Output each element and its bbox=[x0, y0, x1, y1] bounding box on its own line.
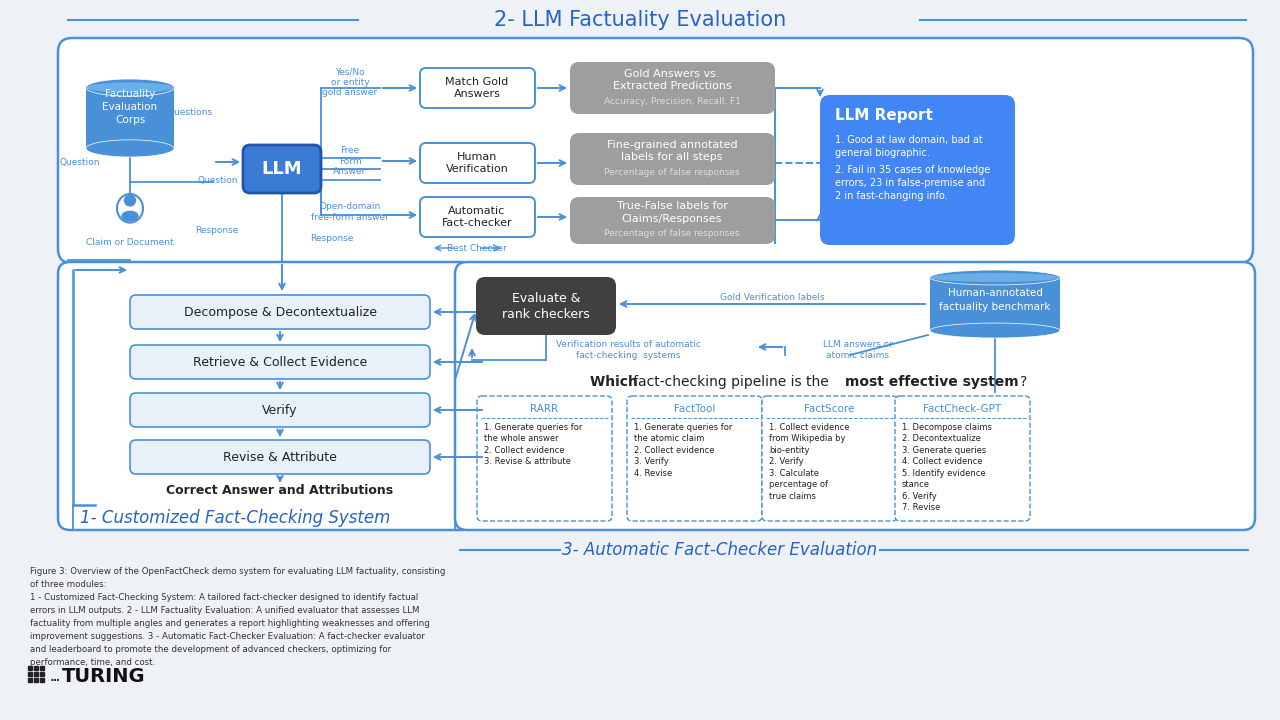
Text: Figure 3: Overview of the OpenFactCheck demo system for evaluating LLM factualit: Figure 3: Overview of the OpenFactCheck … bbox=[29, 567, 445, 576]
Text: Fine-grained annotated
labels for all steps: Fine-grained annotated labels for all st… bbox=[607, 140, 737, 162]
Text: Human
Verification: Human Verification bbox=[445, 152, 508, 174]
Ellipse shape bbox=[931, 273, 1060, 282]
Text: Question: Question bbox=[198, 176, 238, 184]
Text: Decompose & Decontextualize: Decompose & Decontextualize bbox=[183, 305, 376, 318]
Text: 2- LLM Factuality Evaluation: 2- LLM Factuality Evaluation bbox=[494, 10, 786, 30]
Ellipse shape bbox=[86, 79, 174, 96]
Text: 1. Good at law domain, bad at
general biographic.: 1. Good at law domain, bad at general bi… bbox=[835, 135, 983, 158]
Text: Verify: Verify bbox=[262, 403, 298, 416]
FancyBboxPatch shape bbox=[820, 95, 1015, 245]
Text: True-False labels for
Claims/Responses: True-False labels for Claims/Responses bbox=[617, 202, 727, 224]
FancyBboxPatch shape bbox=[420, 143, 535, 183]
Ellipse shape bbox=[123, 194, 137, 207]
Text: improvement suggestions. 3 - Automatic Fact-Checker Evaluation: A fact-checker e: improvement suggestions. 3 - Automatic F… bbox=[29, 632, 425, 641]
Text: Evaluate &
rank checkers: Evaluate & rank checkers bbox=[502, 292, 590, 320]
FancyBboxPatch shape bbox=[931, 277, 1060, 330]
Text: Best Checker: Best Checker bbox=[447, 243, 507, 253]
Text: 1- Customized Fact-Checking System: 1- Customized Fact-Checking System bbox=[79, 509, 390, 527]
FancyBboxPatch shape bbox=[131, 440, 430, 474]
FancyBboxPatch shape bbox=[58, 38, 1253, 263]
FancyBboxPatch shape bbox=[454, 262, 1254, 530]
Text: ⋯: ⋯ bbox=[50, 673, 59, 687]
FancyBboxPatch shape bbox=[570, 197, 774, 244]
Text: Gold Verification labels: Gold Verification labels bbox=[719, 292, 824, 302]
Ellipse shape bbox=[86, 82, 174, 93]
Text: LLM Report: LLM Report bbox=[835, 107, 933, 122]
Text: Gold Answers vs.
Extracted Predictions: Gold Answers vs. Extracted Predictions bbox=[613, 69, 731, 91]
Text: FactTool: FactTool bbox=[673, 404, 716, 414]
Text: 1. Generate queries for
the whole answer
2. Collect evidence
3. Revise & attribu: 1. Generate queries for the whole answer… bbox=[484, 423, 582, 467]
Text: 1. Collect evidence
from Wikipedia by
bio-entity
2. Verify
3. Calculate
percenta: 1. Collect evidence from Wikipedia by bi… bbox=[769, 423, 850, 500]
Text: fact-checking pipeline is the: fact-checking pipeline is the bbox=[634, 375, 833, 389]
FancyBboxPatch shape bbox=[131, 295, 430, 329]
Ellipse shape bbox=[120, 210, 140, 222]
FancyBboxPatch shape bbox=[570, 62, 774, 114]
Text: most effective system: most effective system bbox=[845, 375, 1019, 389]
Text: Match Gold
Answers: Match Gold Answers bbox=[445, 77, 508, 99]
FancyBboxPatch shape bbox=[243, 145, 321, 193]
Text: performance, time, and cost.: performance, time, and cost. bbox=[29, 658, 155, 667]
Text: Accuracy, Precision, Recall, F1: Accuracy, Precision, Recall, F1 bbox=[604, 96, 740, 106]
FancyBboxPatch shape bbox=[131, 393, 430, 427]
Text: Automatic
Fact-checker: Automatic Fact-checker bbox=[442, 206, 512, 228]
Text: Question: Question bbox=[59, 158, 100, 166]
Text: LLM: LLM bbox=[261, 160, 302, 178]
Text: Verification results of automatic
fact-checking  systems: Verification results of automatic fact-c… bbox=[556, 341, 700, 360]
FancyBboxPatch shape bbox=[131, 345, 430, 379]
FancyBboxPatch shape bbox=[420, 197, 535, 237]
FancyBboxPatch shape bbox=[476, 277, 616, 335]
Text: factuality from multiple angles and generates a report highlighting weaknesses a: factuality from multiple angles and gene… bbox=[29, 619, 430, 628]
Text: ?: ? bbox=[1020, 375, 1028, 389]
Text: Factuality
Evaluation
Corps: Factuality Evaluation Corps bbox=[102, 89, 157, 125]
Text: Percentage of false responses: Percentage of false responses bbox=[604, 229, 740, 238]
Text: FactScore: FactScore bbox=[804, 404, 855, 414]
Text: Percentage of false responses: Percentage of false responses bbox=[604, 168, 740, 176]
Text: Claim or Document: Claim or Document bbox=[86, 238, 174, 247]
Text: Response: Response bbox=[310, 233, 353, 243]
FancyBboxPatch shape bbox=[420, 68, 535, 108]
FancyBboxPatch shape bbox=[570, 133, 774, 185]
Text: Free
Form
Answer: Free Form Answer bbox=[333, 146, 366, 176]
Text: LLM answers or
atomic claims: LLM answers or atomic claims bbox=[823, 341, 893, 360]
Text: 1. Generate queries for
the atomic claim
2. Collect evidence
3. Verify
4. Revise: 1. Generate queries for the atomic claim… bbox=[634, 423, 732, 478]
Ellipse shape bbox=[931, 323, 1060, 338]
Text: 2. Fail in 35 cases of knowledge
errors, 23 in false-premise and
2 in fast-chang: 2. Fail in 35 cases of knowledge errors,… bbox=[835, 165, 991, 202]
Ellipse shape bbox=[86, 140, 174, 157]
Text: Correct Answer and Attributions: Correct Answer and Attributions bbox=[166, 484, 393, 497]
Text: Questions: Questions bbox=[168, 107, 214, 117]
Text: 1. Decompose claims
2. Decontextualize
3. Generate queries
4. Collect evidence
5: 1. Decompose claims 2. Decontextualize 3… bbox=[902, 423, 992, 512]
FancyBboxPatch shape bbox=[477, 396, 612, 521]
FancyBboxPatch shape bbox=[627, 396, 762, 521]
FancyBboxPatch shape bbox=[58, 262, 474, 530]
Text: Response: Response bbox=[195, 225, 238, 235]
Text: and leaderboard to promote the development of advanced checkers, optimizing for: and leaderboard to promote the developme… bbox=[29, 645, 392, 654]
Text: Revise & Attribute: Revise & Attribute bbox=[223, 451, 337, 464]
Text: FactCheck-GPT: FactCheck-GPT bbox=[923, 404, 1001, 414]
Text: TURING: TURING bbox=[61, 667, 146, 685]
Text: Open-domain
free-form answer: Open-domain free-form answer bbox=[311, 202, 389, 222]
Text: 1 - Customized Fact-Checking System: A tailored fact-checker designed to identif: 1 - Customized Fact-Checking System: A t… bbox=[29, 593, 419, 602]
Ellipse shape bbox=[931, 270, 1060, 285]
Text: errors in LLM outputs. 2 - LLM Factuality Evaluation: A unified evaluator that a: errors in LLM outputs. 2 - LLM Factualit… bbox=[29, 606, 420, 615]
Text: Which: Which bbox=[590, 375, 643, 389]
Text: Yes/No
or entity
gold answer: Yes/No or entity gold answer bbox=[323, 67, 378, 97]
FancyBboxPatch shape bbox=[86, 88, 174, 148]
Text: of three modules:: of three modules: bbox=[29, 580, 106, 589]
FancyBboxPatch shape bbox=[895, 396, 1030, 521]
Text: Retrieve & Collect Evidence: Retrieve & Collect Evidence bbox=[193, 356, 367, 369]
Text: RARR: RARR bbox=[530, 404, 558, 414]
FancyBboxPatch shape bbox=[762, 396, 897, 521]
Text: 3- Automatic Fact-Checker Evaluation: 3- Automatic Fact-Checker Evaluation bbox=[562, 541, 878, 559]
Text: Human-annotated
factuality benchmark: Human-annotated factuality benchmark bbox=[940, 289, 1051, 312]
